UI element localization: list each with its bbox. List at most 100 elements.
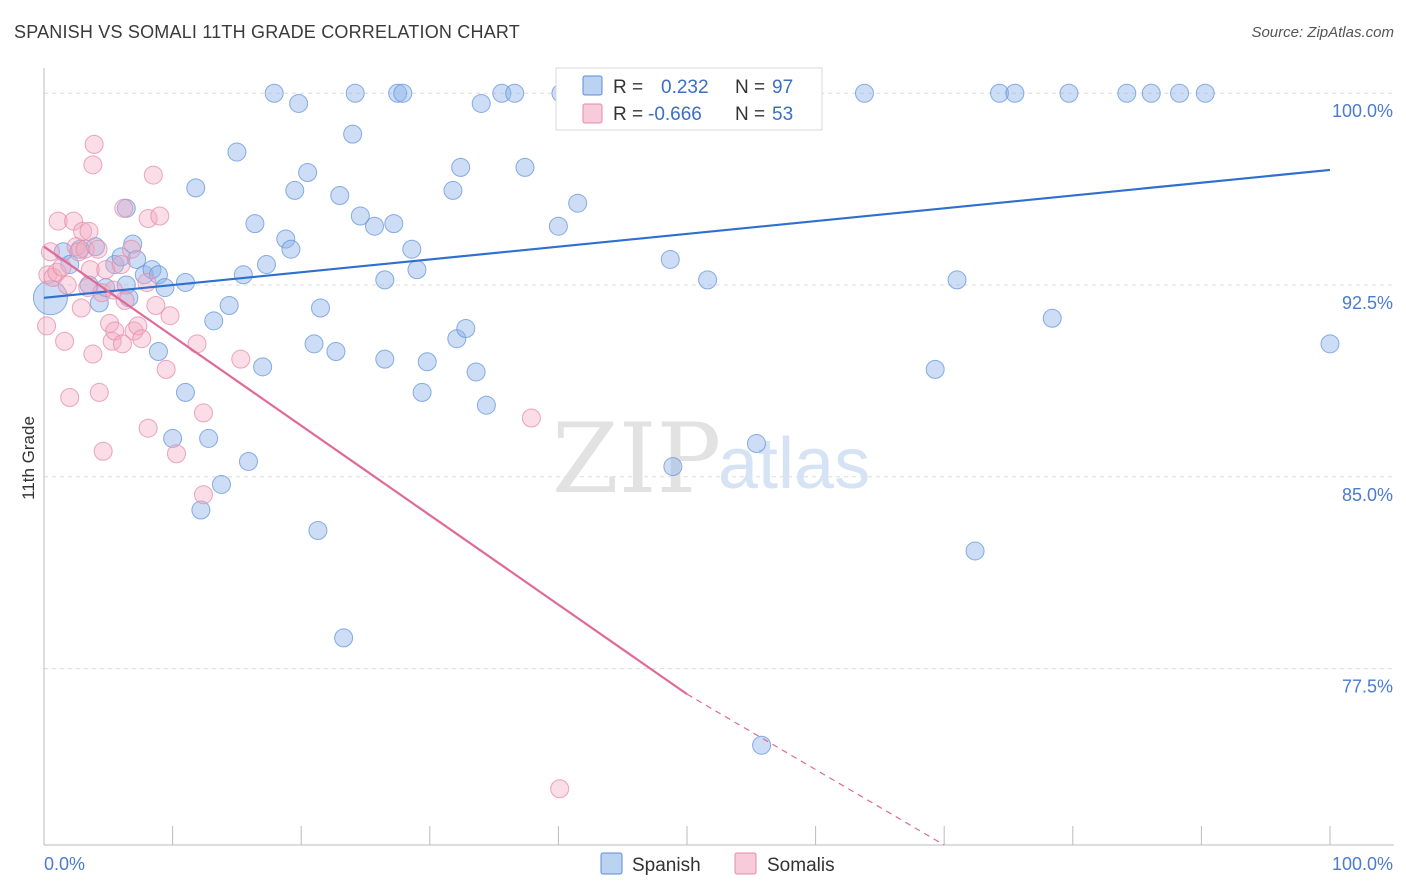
spanish-point bbox=[466, 362, 486, 382]
spanish-point bbox=[326, 341, 346, 361]
spanish-point bbox=[245, 214, 265, 234]
spanish-point bbox=[925, 359, 945, 379]
spanish-point bbox=[350, 206, 370, 226]
spanish-point bbox=[233, 265, 253, 285]
spanish-point bbox=[304, 334, 324, 354]
somali-point bbox=[193, 403, 213, 423]
legend-spanish-label: Spanish bbox=[632, 855, 701, 876]
somali-point bbox=[93, 441, 113, 461]
bottom-legend: Spanish Somalis bbox=[600, 852, 835, 876]
spanish-point bbox=[111, 247, 131, 267]
somali-point bbox=[193, 485, 213, 505]
somali-point bbox=[124, 321, 144, 341]
spanish-point bbox=[289, 93, 309, 113]
somali-point bbox=[83, 344, 103, 364]
spanish-trend-line bbox=[43, 168, 1331, 299]
spanish-point bbox=[163, 428, 183, 448]
spanish-point bbox=[402, 239, 422, 259]
spanish-point bbox=[365, 216, 385, 236]
somali-swatch bbox=[582, 103, 603, 124]
gridlines bbox=[44, 92, 1392, 670]
x-tick-labels: 0.0% 100.0% bbox=[44, 854, 1393, 874]
spanish-point bbox=[476, 395, 496, 415]
legend-somalis-label: Somalis bbox=[767, 855, 835, 876]
spanish-point bbox=[219, 295, 239, 315]
spanish-point bbox=[298, 163, 318, 183]
somali-point bbox=[121, 239, 141, 259]
spanish-point bbox=[947, 270, 967, 290]
somali-point bbox=[83, 155, 103, 175]
somali-r-value: -0.666 bbox=[648, 104, 702, 125]
somali-point bbox=[47, 262, 67, 282]
somali-point bbox=[79, 221, 99, 241]
legend-somalis-swatch bbox=[734, 852, 757, 875]
spanish-point bbox=[310, 298, 330, 318]
spanish-point bbox=[175, 382, 195, 402]
somali-trend-extension bbox=[686, 693, 945, 846]
somali-point bbox=[84, 134, 104, 154]
spanish-point bbox=[191, 500, 211, 520]
somali-point bbox=[114, 198, 134, 218]
spanish-points bbox=[32, 83, 1340, 755]
spanish-point bbox=[752, 735, 772, 755]
somali-n-label: N = bbox=[735, 104, 765, 125]
spanish-point bbox=[308, 520, 328, 540]
somali-point bbox=[187, 334, 207, 354]
y-tick-label: 100.0% bbox=[1332, 101, 1393, 121]
somali-point bbox=[57, 275, 77, 295]
watermark-atlas: atlas bbox=[718, 424, 870, 504]
y-tick-label: 92.5% bbox=[1342, 293, 1393, 313]
spanish-point bbox=[375, 270, 395, 290]
somali-points bbox=[37, 134, 570, 799]
spanish-point bbox=[238, 451, 258, 471]
somali-trend-line bbox=[43, 245, 688, 696]
somali-point bbox=[89, 382, 109, 402]
spanish-point bbox=[1117, 83, 1137, 103]
somali-point bbox=[37, 316, 57, 336]
spanish-point bbox=[698, 270, 718, 290]
spanish-point bbox=[393, 83, 413, 103]
spanish-point bbox=[1195, 83, 1215, 103]
spanish-point bbox=[451, 157, 471, 177]
spanish-point bbox=[285, 180, 305, 200]
spanish-point bbox=[471, 93, 491, 113]
spanish-r-value: 0.232 bbox=[661, 77, 709, 98]
spanish-point bbox=[388, 83, 408, 103]
spanish-point bbox=[1320, 334, 1340, 354]
spanish-point bbox=[334, 628, 354, 648]
spanish-point bbox=[515, 157, 535, 177]
spanish-point bbox=[148, 265, 168, 285]
spanish-point bbox=[443, 180, 463, 200]
somali-point bbox=[160, 306, 180, 326]
somali-point bbox=[48, 211, 68, 231]
y-tick-label: 77.5% bbox=[1342, 677, 1393, 697]
spanish-point bbox=[1141, 83, 1161, 103]
stats-legend: R = 0.232 N = 97 R = -0.666 N = 53 bbox=[555, 67, 823, 131]
spanish-point bbox=[1059, 83, 1079, 103]
spanish-point bbox=[186, 178, 206, 198]
spanish-n-label: N = bbox=[735, 77, 765, 98]
somali-n-value: 53 bbox=[772, 104, 793, 125]
spanish-point bbox=[417, 352, 437, 372]
somali-point bbox=[128, 316, 148, 336]
somali-point bbox=[111, 255, 131, 275]
spanish-point bbox=[660, 249, 680, 269]
somali-point bbox=[138, 209, 158, 229]
somali-point bbox=[52, 257, 72, 277]
y-tick-label: 85.0% bbox=[1342, 485, 1393, 505]
spanish-swatch bbox=[582, 75, 603, 96]
somali-point bbox=[132, 329, 152, 349]
somali-point bbox=[150, 206, 170, 226]
spanish-point bbox=[204, 311, 224, 331]
spanish-point bbox=[1005, 83, 1025, 103]
spanish-point bbox=[412, 382, 432, 402]
y-tick-labels: 100.0% 92.5% 85.0% 77.5% bbox=[1332, 101, 1393, 696]
legend-spanish-swatch bbox=[600, 852, 623, 875]
spanish-point bbox=[456, 318, 476, 338]
spanish-point bbox=[965, 541, 985, 561]
somali-point bbox=[71, 298, 91, 318]
x-tick-label-min: 0.0% bbox=[44, 854, 85, 874]
spanish-point bbox=[1170, 83, 1190, 103]
somali-point bbox=[166, 444, 186, 464]
